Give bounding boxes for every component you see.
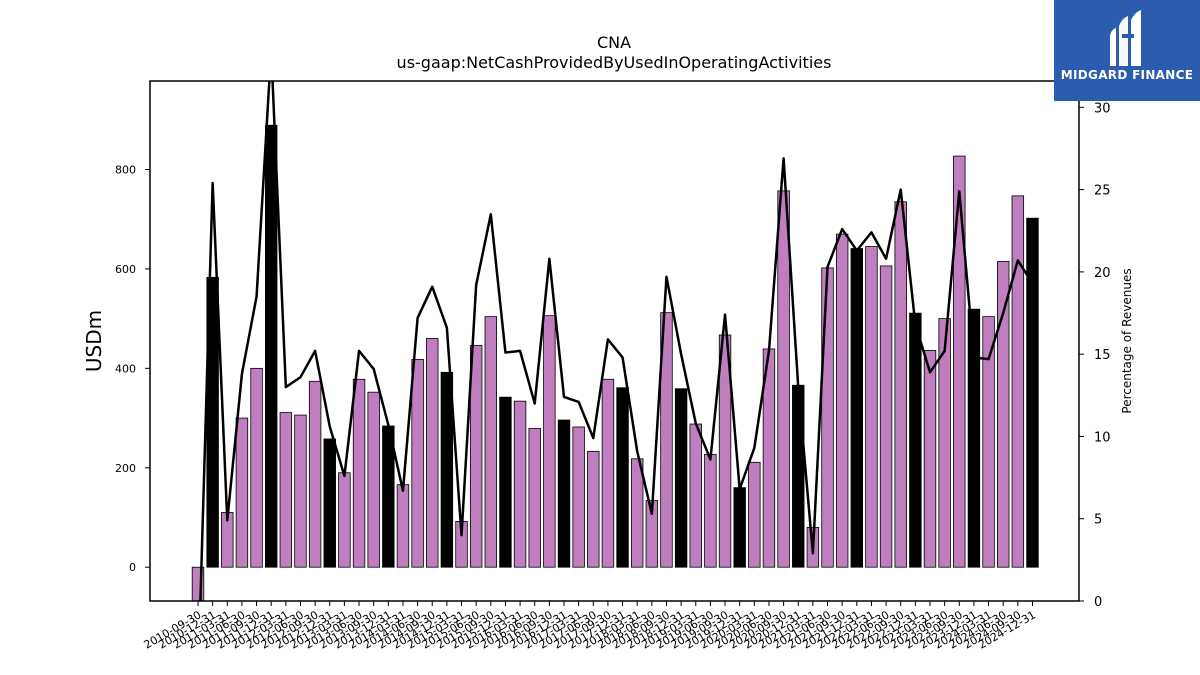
y2-tick-label: 30 <box>1094 101 1111 116</box>
bar-2022-03-31 <box>865 246 878 568</box>
bars <box>191 124 1039 601</box>
line-layer <box>199 81 1034 601</box>
y-tick-label: 400 <box>115 362 136 375</box>
bar-2021-12-31 <box>850 248 864 568</box>
bar-2012-09-30 <box>308 380 322 568</box>
bar-2016-09-30 <box>543 315 556 568</box>
bar-2015-12-31 <box>499 396 512 568</box>
bar-2023-03-31 <box>923 350 937 568</box>
bar-2023-09-30 <box>953 155 966 568</box>
bar-2022-12-31 <box>909 312 922 568</box>
percentage-line <box>199 81 1034 601</box>
bar-2016-12-31 <box>557 419 571 568</box>
bar-2021-09-30 <box>835 233 849 568</box>
bar-2024-06-30 <box>997 261 1010 568</box>
y2-tick-label: 25 <box>1094 184 1111 199</box>
bar-2013-09-30 <box>367 391 380 568</box>
y2-axis-label: Percentage of Revenues <box>1120 268 1134 413</box>
bar-2014-03-31 <box>396 484 410 568</box>
bar-2022-06-30 <box>879 265 893 568</box>
plot-frame <box>149 80 1080 602</box>
bar-2018-09-30 <box>660 312 673 568</box>
bar-2013-06-30 <box>352 378 366 568</box>
chart-subtitle: us-gaap:NetCashProvidedByUsedInOperating… <box>397 53 832 72</box>
bar-2023-12-31 <box>967 308 981 568</box>
bar-2015-06-30 <box>469 345 483 568</box>
x-ticks: 2010-09-302010-12-312011-03-312011-06-30… <box>142 601 1038 652</box>
y2-tick-label: 15 <box>1094 348 1111 363</box>
bar-2024-03-31 <box>982 316 995 568</box>
bar-2019-12-31 <box>733 487 746 568</box>
bar-2012-03-31 <box>279 412 293 568</box>
bar-2020-03-31 <box>748 461 761 568</box>
bar-2019-03-31 <box>689 423 702 568</box>
brand-logo-icon <box>1110 10 1141 66</box>
y2-tick-label: 0 <box>1094 595 1102 610</box>
y-tick-label: 200 <box>115 462 136 475</box>
bar-2014-12-31 <box>440 371 454 568</box>
bar-2017-06-30 <box>587 450 600 568</box>
bar-2022-09-30 <box>894 201 907 568</box>
chart-title: CNA <box>597 33 631 52</box>
y2-ticks: 0 5 10 15 20 25 30 <box>1079 101 1111 610</box>
bar-2014-09-30 <box>426 338 439 568</box>
bar-2016-06-30 <box>528 428 541 568</box>
bar-2012-06-30 <box>294 414 307 568</box>
bar-2017-03-31 <box>572 426 585 568</box>
bar-2014-06-30 <box>411 358 424 568</box>
bar-2017-09-30 <box>601 378 615 568</box>
bar-2012-12-31 <box>323 438 336 568</box>
bar-2016-03-31 <box>513 400 527 568</box>
brand-logo: MIDGARD FINANCE <box>1054 0 1200 101</box>
brand-name: MIDGARD FINANCE <box>1060 68 1194 82</box>
y-tick-label: 800 <box>115 163 136 176</box>
bar-2017-12-31 <box>616 387 629 568</box>
bar-2018-03-31 <box>631 458 644 568</box>
y2-tick-label: 10 <box>1094 430 1111 445</box>
bar-2011-06-30 <box>235 417 249 568</box>
bar-2018-12-31 <box>674 388 688 568</box>
bar-2020-12-31 <box>792 384 805 568</box>
y2-tick-label: 5 <box>1094 513 1102 528</box>
bar-2021-06-30 <box>821 267 834 568</box>
y-ticks: 0 200 400 600 800 <box>115 163 150 574</box>
bar-2019-06-30 <box>704 453 717 568</box>
y2-tick-label: 20 <box>1094 266 1111 281</box>
bar-2013-03-31 <box>338 472 351 568</box>
bar-2024-09-30 <box>1011 195 1025 568</box>
bar-2023-06-30 <box>938 318 951 568</box>
bar-2020-09-30 <box>777 190 790 568</box>
y-axis-label: USDm <box>82 310 106 372</box>
bar-2019-09-30 <box>718 334 732 568</box>
bar-2011-12-31 <box>264 124 278 568</box>
bar-2010-09-30 <box>191 566 205 601</box>
bar-2024-12-31 <box>1026 217 1039 568</box>
y-tick-label: 600 <box>115 263 136 276</box>
bar-2015-09-30 <box>484 316 498 568</box>
bar-2011-09-30 <box>250 367 263 568</box>
y-tick-label: 0 <box>129 561 136 574</box>
